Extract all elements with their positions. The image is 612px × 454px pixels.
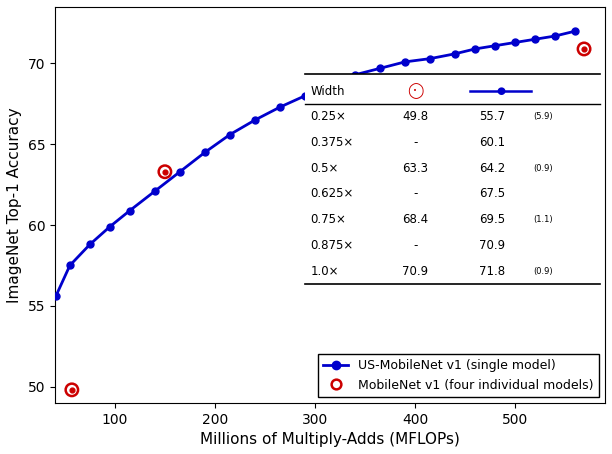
- Text: 0.375×: 0.375×: [311, 136, 354, 149]
- Text: 0.875×: 0.875×: [311, 239, 354, 252]
- Point: [67, 386, 76, 394]
- Text: -: -: [413, 239, 417, 252]
- Text: 71.8: 71.8: [479, 265, 506, 278]
- Text: (5.9): (5.9): [534, 112, 553, 121]
- Point: [579, 45, 589, 53]
- Text: 1.0×: 1.0×: [311, 265, 339, 278]
- Text: 0.75×: 0.75×: [311, 213, 346, 226]
- Text: 64.2: 64.2: [479, 162, 506, 175]
- Point: [579, 45, 589, 53]
- Text: 70.9: 70.9: [479, 239, 506, 252]
- FancyBboxPatch shape: [305, 74, 600, 284]
- Text: 63.3: 63.3: [402, 162, 428, 175]
- Text: 67.5: 67.5: [479, 188, 506, 201]
- Point: [335, 86, 345, 93]
- Y-axis label: ImageNet Top-1 Accuracy: ImageNet Top-1 Accuracy: [7, 107, 22, 303]
- Text: (1.1): (1.1): [534, 215, 553, 224]
- Text: 69.5: 69.5: [479, 213, 506, 226]
- Text: 60.1: 60.1: [479, 136, 506, 149]
- Text: •: •: [413, 89, 417, 94]
- Text: 0.625×: 0.625×: [311, 188, 354, 201]
- Text: 0.5×: 0.5×: [311, 162, 339, 175]
- Text: 0.25×: 0.25×: [311, 110, 346, 123]
- Text: (0.9): (0.9): [534, 164, 553, 173]
- Text: Width: Width: [311, 85, 345, 98]
- Text: -: -: [413, 136, 417, 149]
- Text: -: -: [413, 188, 417, 201]
- Text: 70.9: 70.9: [402, 265, 428, 278]
- Text: 68.4: 68.4: [402, 213, 428, 226]
- Text: 55.7: 55.7: [479, 110, 506, 123]
- Point: [160, 168, 170, 175]
- Text: ●: ●: [496, 86, 505, 96]
- Text: 49.8: 49.8: [402, 110, 428, 123]
- Point: [335, 86, 345, 93]
- Legend: US-MobileNet v1 (single model), MobileNet v1 (four individual models): US-MobileNet v1 (single model), MobileNe…: [318, 354, 599, 396]
- Text: ●: ●: [409, 84, 422, 99]
- Text: (0.9): (0.9): [534, 266, 553, 276]
- Point: [160, 168, 170, 175]
- X-axis label: Millions of Multiply-Adds (MFLOPs): Millions of Multiply-Adds (MFLOPs): [200, 432, 460, 447]
- Text: ◯: ◯: [407, 84, 424, 99]
- Point: [67, 386, 76, 394]
